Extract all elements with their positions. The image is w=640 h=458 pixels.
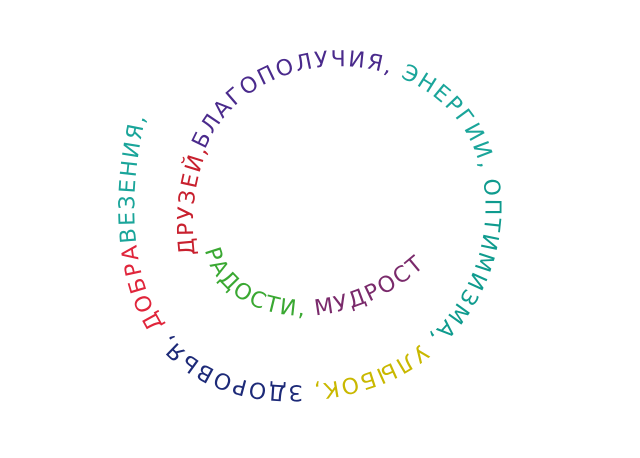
outer-phrase-6: ВЕЗЕНИЯ, [115,111,152,244]
outer-phrase-1: ЭНЕРГИИ, [390,57,500,173]
outer-phrase-7: УСПЕХОВ [0,0,154,117]
outer-spiral-text: БЛАГОПОЛУЧИЯ, ЭНЕРГИИ, ОПТИМИЗМА, УЛЫБОК… [0,0,505,405]
outer-phrase-4: ЗДОРОВЬЯ, [154,329,313,404]
inner-spiral-text-friends: ДРУЗЕЙ, [174,141,214,256]
outer-phrase-3: УЛЫБОК, [311,333,440,403]
inner-b-phrase-0: РАДОСТИ, [199,244,307,322]
inner-spiral-text-joy-wisdom: РАДОСТИ, МУДРОСТИ, [0,0,430,322]
inner-a-phrase-0: ДРУЗЕЙ, [174,141,214,256]
outer-phrase-5: ДОБРА [117,242,173,344]
outer-phrase-2: ОПТИМИЗМА, [424,167,505,351]
outer-phrase-0: БЛАГОПОЛУЧИЯ, [188,47,397,152]
